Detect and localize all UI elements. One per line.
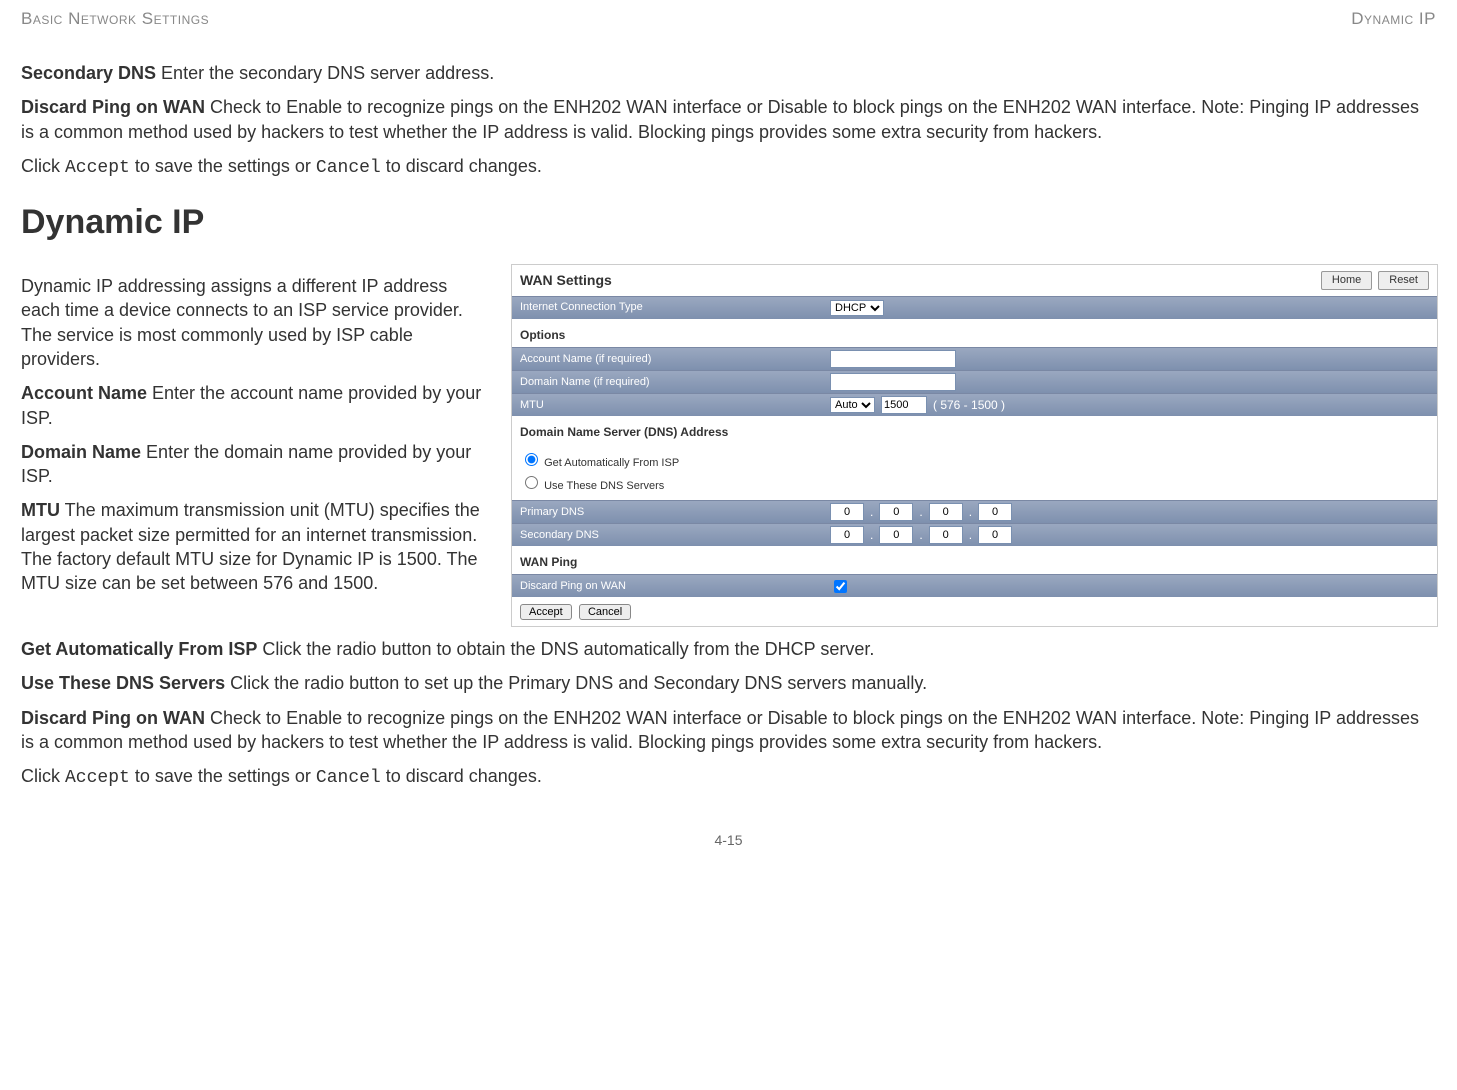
- domain-name-term: Domain Name: [21, 442, 141, 462]
- conn-type-row: Internet Connection Type DHCP: [512, 296, 1437, 319]
- radio-auto[interactable]: [525, 453, 538, 466]
- use-dns-term: Use These DNS Servers: [21, 673, 225, 693]
- radio-auto-label[interactable]: Get Automatically From ISP: [520, 450, 1429, 471]
- wan-title: WAN Settings: [520, 271, 612, 290]
- secondary-dns-row: Secondary DNS . . .: [512, 523, 1437, 546]
- header-left: Basic Network Settings: [21, 8, 209, 31]
- options-heading: Options: [512, 319, 1437, 347]
- primary-dns-2[interactable]: [879, 503, 913, 521]
- click-prefix: Click: [21, 156, 65, 176]
- use-dns-para: Use These DNS Servers Click the radio bu…: [21, 671, 1436, 695]
- discard-ping-label: Discard Ping on WAN: [520, 579, 830, 594]
- secondary-dns-1[interactable]: [830, 526, 864, 544]
- accept-literal2: Accept: [65, 768, 130, 788]
- mtu-value-input[interactable]: [881, 396, 927, 414]
- radio-auto-text: Get Automatically From ISP: [544, 457, 679, 469]
- secondary-dns-4[interactable]: [978, 526, 1012, 544]
- use-dns-text: Click the radio button to set up the Pri…: [225, 673, 927, 693]
- discard-ping2-para: Discard Ping on WAN Check to Enable to r…: [21, 706, 1436, 755]
- page-number: 4-15: [21, 801, 1436, 860]
- click-mid2: to save the settings or: [130, 766, 316, 786]
- discard-ping2-text: Check to Enable to recognize pings on th…: [21, 708, 1419, 752]
- discard-ping2-term: Discard Ping on WAN: [21, 708, 205, 728]
- header-right: Dynamic IP: [1351, 8, 1436, 31]
- radio-use[interactable]: [525, 476, 538, 489]
- mtu-term: MTU: [21, 500, 60, 520]
- discard-ping-para: Discard Ping on WAN Check to Enable to r…: [21, 95, 1436, 144]
- secondary-dns-2[interactable]: [879, 526, 913, 544]
- secondary-dns-term: Secondary DNS: [21, 63, 156, 83]
- wan-settings-panel: WAN Settings Home Reset Internet Connect…: [511, 264, 1438, 627]
- auto-isp-para: Get Automatically From ISP Click the rad…: [21, 637, 1436, 661]
- section-title: Dynamic IP: [21, 200, 1436, 246]
- radio-use-label[interactable]: Use These DNS Servers: [520, 473, 1429, 494]
- mtu-mode-select[interactable]: Auto: [830, 397, 875, 413]
- click-accept-para: Click Accept to save the settings or Can…: [21, 154, 1436, 180]
- cancel-button[interactable]: Cancel: [579, 604, 631, 620]
- secondary-dns-text: Enter the secondary DNS server address.: [156, 63, 494, 83]
- auto-isp-text: Click the radio button to obtain the DNS…: [257, 639, 874, 659]
- intro-text: Dynamic IP addressing assigns a differen…: [21, 274, 491, 371]
- primary-dns-row: Primary DNS . . .: [512, 500, 1437, 523]
- primary-dns-3[interactable]: [929, 503, 963, 521]
- domain-name-para: Domain Name Enter the domain name provid…: [21, 440, 491, 489]
- cancel-literal: Cancel: [316, 158, 381, 178]
- reset-button[interactable]: Reset: [1378, 271, 1429, 290]
- domain-name-label: Domain Name (if required): [520, 375, 830, 390]
- mtu-row: MTU Auto ( 576 - 1500 ): [512, 393, 1437, 416]
- wan-ping-heading: WAN Ping: [512, 546, 1437, 574]
- account-name-input[interactable]: [830, 350, 956, 368]
- mtu-para: MTU The maximum transmission unit (MTU) …: [21, 498, 491, 595]
- click-prefix2: Click: [21, 766, 65, 786]
- cancel-literal2: Cancel: [316, 768, 381, 788]
- mtu-range-text: ( 576 - 1500 ): [933, 397, 1005, 413]
- click-accept2-para: Click Accept to save the settings or Can…: [21, 764, 1436, 790]
- radio-use-text: Use These DNS Servers: [544, 480, 664, 492]
- discard-ping-text: Check to Enable to recognize pings on th…: [21, 97, 1419, 141]
- conn-type-label: Internet Connection Type: [520, 300, 830, 315]
- account-name-para: Account Name Enter the account name prov…: [21, 381, 491, 430]
- secondary-dns-para: Secondary DNS Enter the secondary DNS se…: [21, 61, 1436, 85]
- conn-type-select[interactable]: DHCP: [830, 300, 884, 316]
- discard-ping-row: Discard Ping on WAN: [512, 574, 1437, 597]
- primary-dns-4[interactable]: [978, 503, 1012, 521]
- domain-name-input[interactable]: [830, 373, 956, 391]
- account-name-term: Account Name: [21, 383, 147, 403]
- account-name-label: Account Name (if required): [520, 352, 830, 367]
- discard-ping-term: Discard Ping on WAN: [21, 97, 205, 117]
- primary-dns-label: Primary DNS: [520, 505, 830, 520]
- accept-button[interactable]: Accept: [520, 604, 572, 620]
- click-suffix: to discard changes.: [381, 156, 542, 176]
- home-button[interactable]: Home: [1321, 271, 1372, 290]
- primary-dns-1[interactable]: [830, 503, 864, 521]
- dns-heading: Domain Name Server (DNS) Address: [512, 416, 1437, 444]
- account-name-row: Account Name (if required): [512, 347, 1437, 370]
- secondary-dns-3[interactable]: [929, 526, 963, 544]
- click-mid: to save the settings or: [130, 156, 316, 176]
- domain-name-row: Domain Name (if required): [512, 370, 1437, 393]
- click-suffix2: to discard changes.: [381, 766, 542, 786]
- mtu-label: MTU: [520, 398, 830, 413]
- auto-isp-term: Get Automatically From ISP: [21, 639, 257, 659]
- mtu-text: The maximum transmission unit (MTU) spec…: [21, 500, 480, 593]
- secondary-dns-label: Secondary DNS: [520, 528, 830, 543]
- accept-literal: Accept: [65, 158, 130, 178]
- discard-ping-checkbox[interactable]: [834, 580, 847, 593]
